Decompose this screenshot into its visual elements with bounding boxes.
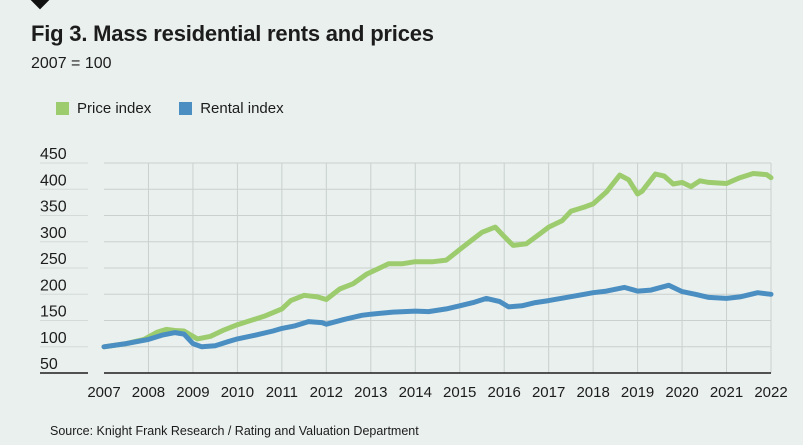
- series-line-rental: [101, 282, 774, 350]
- legend-label-price: Price index: [77, 100, 152, 117]
- legend-item-price: Price index: [56, 100, 151, 117]
- y-tick-label: 450: [40, 146, 67, 163]
- y-tick-label: 350: [40, 199, 67, 216]
- series-line-price: [101, 171, 774, 350]
- legend-swatch-rental: [179, 102, 193, 115]
- chart-title: Fig 3. Mass residential rents and prices: [31, 21, 434, 46]
- x-tick-label: 2021: [710, 384, 743, 401]
- x-tick-label: 2016: [488, 384, 521, 401]
- x-tick-label: 2013: [354, 384, 387, 401]
- x-tick-label: 2010: [221, 384, 254, 401]
- x-tick-label: 2022: [754, 384, 787, 401]
- x-tick-label: 2007: [87, 384, 120, 401]
- x-tick-label: 2008: [132, 384, 165, 401]
- x-tick-label: 2014: [399, 384, 432, 401]
- x-tick-label: 2012: [310, 384, 343, 401]
- y-tick-label: 50: [40, 356, 58, 373]
- legend-swatch-price: [56, 102, 69, 115]
- x-tick-label: 2020: [665, 384, 698, 401]
- y-tick-label: 400: [40, 172, 67, 189]
- y-tick-label: 150: [40, 304, 67, 321]
- legend-item-rental: Rental index: [179, 100, 284, 117]
- x-tick-label: 2015: [443, 384, 476, 401]
- legend-label-rental: Rental index: [200, 100, 284, 117]
- source-note: Source: Knight Frank Research / Rating a…: [50, 424, 419, 438]
- x-tick-label: 2011: [266, 384, 298, 401]
- legend: Price index Rental index: [56, 100, 312, 117]
- y-tick-label: 200: [40, 277, 67, 294]
- y-tick-label: 300: [40, 225, 67, 242]
- x-tick-label: 2009: [176, 384, 209, 401]
- y-tick-label: 250: [40, 251, 67, 268]
- x-tick-label: 2019: [621, 384, 654, 401]
- x-tick-label: 2017: [532, 384, 565, 401]
- chart-subtitle: 2007 = 100: [31, 55, 112, 72]
- x-tick-label: 2018: [576, 384, 609, 401]
- y-tick-label: 100: [40, 330, 67, 347]
